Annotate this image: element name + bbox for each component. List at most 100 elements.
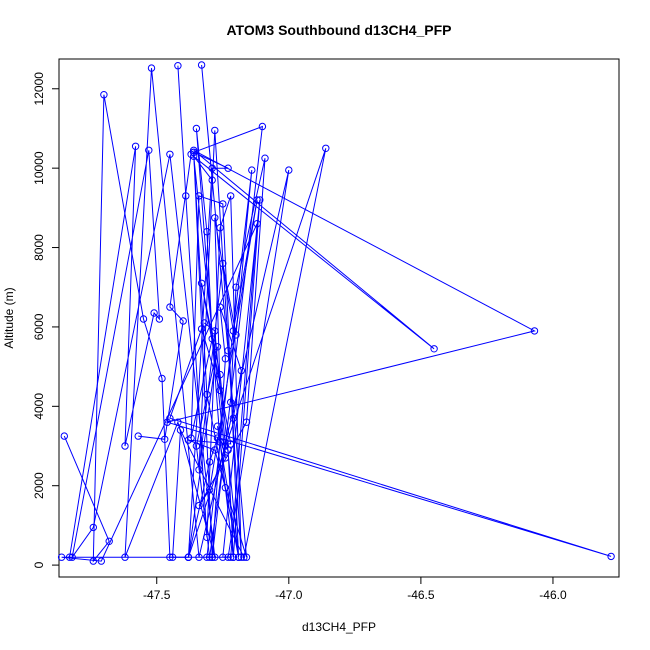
data-point xyxy=(229,327,238,335)
data-point xyxy=(97,557,106,565)
data-point xyxy=(221,484,230,492)
data-point xyxy=(213,422,222,430)
chart-title: ATOM3 Southbound d13CH4_PFP xyxy=(226,22,451,38)
data-point xyxy=(131,142,140,151)
data-point xyxy=(530,327,539,335)
data-point xyxy=(219,200,227,208)
data-point xyxy=(158,374,166,383)
data-point xyxy=(197,325,206,333)
data-point xyxy=(195,553,203,561)
data-point xyxy=(121,442,129,450)
data-point xyxy=(208,164,216,172)
data-point xyxy=(216,438,224,446)
data-point xyxy=(179,317,187,325)
data-point xyxy=(195,192,203,200)
data-point xyxy=(208,176,216,184)
data-point xyxy=(195,501,203,510)
data-point xyxy=(213,343,222,351)
data-point xyxy=(147,64,156,72)
y-tick-label: 2000 xyxy=(32,472,46,499)
data-point xyxy=(216,386,224,395)
data-point xyxy=(166,303,174,311)
series-line xyxy=(61,68,327,562)
y-tick-label: 12000 xyxy=(32,72,46,106)
data-point xyxy=(203,390,211,399)
x-axis: -47.5 -47.0 -46.5 -46.0 xyxy=(143,576,567,602)
data-point xyxy=(253,196,261,204)
x-tick-label: -46.5 xyxy=(407,588,435,602)
data-point xyxy=(89,523,98,532)
data-point xyxy=(208,335,216,343)
data-point xyxy=(195,466,203,474)
y-axis-label: Altitude (m) xyxy=(2,287,16,348)
data-point xyxy=(205,458,214,466)
data-point xyxy=(322,144,330,153)
data-point xyxy=(166,553,174,561)
data-point xyxy=(227,553,235,561)
data-point xyxy=(227,192,235,200)
data-point xyxy=(200,319,209,327)
y-tick-label: 6000 xyxy=(32,313,46,340)
y-tick-label: 0 xyxy=(32,561,46,568)
data-point xyxy=(187,150,195,159)
data-point xyxy=(232,283,240,291)
data-point xyxy=(190,146,198,155)
data-point xyxy=(65,553,74,561)
data-point xyxy=(430,345,438,353)
data-point xyxy=(211,214,219,222)
data-point xyxy=(216,303,224,311)
data-point xyxy=(205,553,214,561)
data-point xyxy=(203,533,211,541)
data-point xyxy=(176,426,185,434)
series-line xyxy=(63,64,247,563)
data-point xyxy=(174,61,182,70)
data-point xyxy=(121,553,129,561)
data-point xyxy=(155,315,164,323)
data-point xyxy=(184,553,193,561)
data-point xyxy=(229,553,238,561)
data-point xyxy=(219,259,227,268)
data-point xyxy=(68,553,76,561)
data-point xyxy=(224,553,232,561)
data-point xyxy=(237,366,246,375)
x-axis-label: d13CH4_PFP xyxy=(302,620,376,634)
data-point xyxy=(224,347,232,355)
data-point xyxy=(163,418,172,426)
data-point xyxy=(211,553,219,561)
series-layer xyxy=(57,61,615,565)
data-point xyxy=(60,432,69,440)
data-point xyxy=(134,432,142,440)
data-point xyxy=(216,370,224,379)
data-point xyxy=(221,454,230,462)
data-point xyxy=(240,553,248,561)
data-point xyxy=(203,553,211,561)
data-point xyxy=(285,166,293,174)
data-point xyxy=(139,315,148,323)
data-point xyxy=(227,398,235,406)
data-point xyxy=(234,553,243,561)
data-point xyxy=(166,414,174,422)
x-tick-label: -47.0 xyxy=(275,588,303,602)
data-point xyxy=(229,414,238,422)
data-point xyxy=(224,164,232,172)
data-point xyxy=(205,486,214,494)
data-point xyxy=(607,552,615,561)
data-point xyxy=(150,309,158,317)
data-point xyxy=(242,553,251,561)
data-point xyxy=(168,553,177,561)
data-point xyxy=(197,61,206,69)
data-point xyxy=(219,553,227,561)
data-point xyxy=(203,228,211,236)
data-point xyxy=(182,192,190,200)
data-point xyxy=(216,224,224,232)
data-point xyxy=(221,442,230,450)
y-tick-label: 10000 xyxy=(32,151,46,185)
data-point xyxy=(197,279,206,287)
data-point xyxy=(253,220,261,228)
data-point xyxy=(242,418,251,426)
data-point xyxy=(237,553,246,561)
data-point xyxy=(105,537,113,545)
data-point xyxy=(161,435,169,443)
data-point xyxy=(192,124,201,133)
